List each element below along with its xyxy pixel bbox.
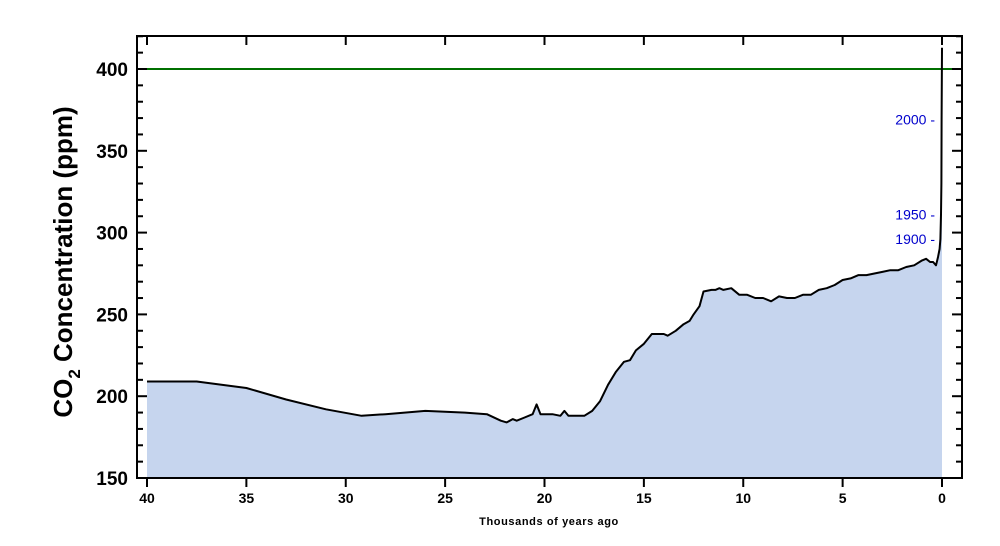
year-annotation: 2000 -	[895, 112, 935, 128]
plot-frame	[136, 35, 963, 479]
x-tick-label: 40	[139, 490, 155, 506]
y-axis-label-co: CO	[48, 379, 78, 418]
y-tick-label: 400	[96, 60, 128, 81]
y-axis-label: CO2 Concentration (ppm)	[48, 106, 84, 417]
x-tick-label: 25	[437, 490, 453, 506]
year-annotations: 2000 - 1950 - 1900 -	[895, 112, 935, 247]
x-axis-ticks: 40 35 30 25 20 15 10 5 0	[139, 36, 946, 506]
plot-area	[136, 35, 963, 479]
y-axis-label-subscript: 2	[65, 369, 84, 378]
co2-area-fill	[147, 137, 942, 478]
y-tick-label: 350	[96, 142, 128, 163]
y-axis-ticks: 150 200 250 300 350 400	[96, 35, 962, 490]
x-tick-label: 5	[839, 490, 847, 506]
year-annotation: 1900 -	[895, 231, 935, 247]
x-tick-label: 10	[735, 490, 751, 506]
x-tick-label: 0	[938, 490, 946, 506]
x-axis-label: Thousands of years ago	[479, 516, 619, 528]
co2-data-line	[147, 47, 943, 424]
y-tick-label: 250	[96, 305, 128, 326]
y-tick-label: 150	[96, 469, 128, 490]
y-axis-label-rest: Concentration (ppm)	[48, 106, 78, 369]
x-tick-label: 20	[537, 490, 553, 506]
year-annotation: 1950 -	[895, 207, 935, 223]
y-tick-label: 200	[96, 387, 128, 408]
y-tick-label: 300	[96, 224, 128, 245]
x-tick-label: 35	[239, 490, 255, 506]
x-tick-label: 30	[338, 490, 354, 506]
x-tick-label: 15	[636, 490, 652, 506]
